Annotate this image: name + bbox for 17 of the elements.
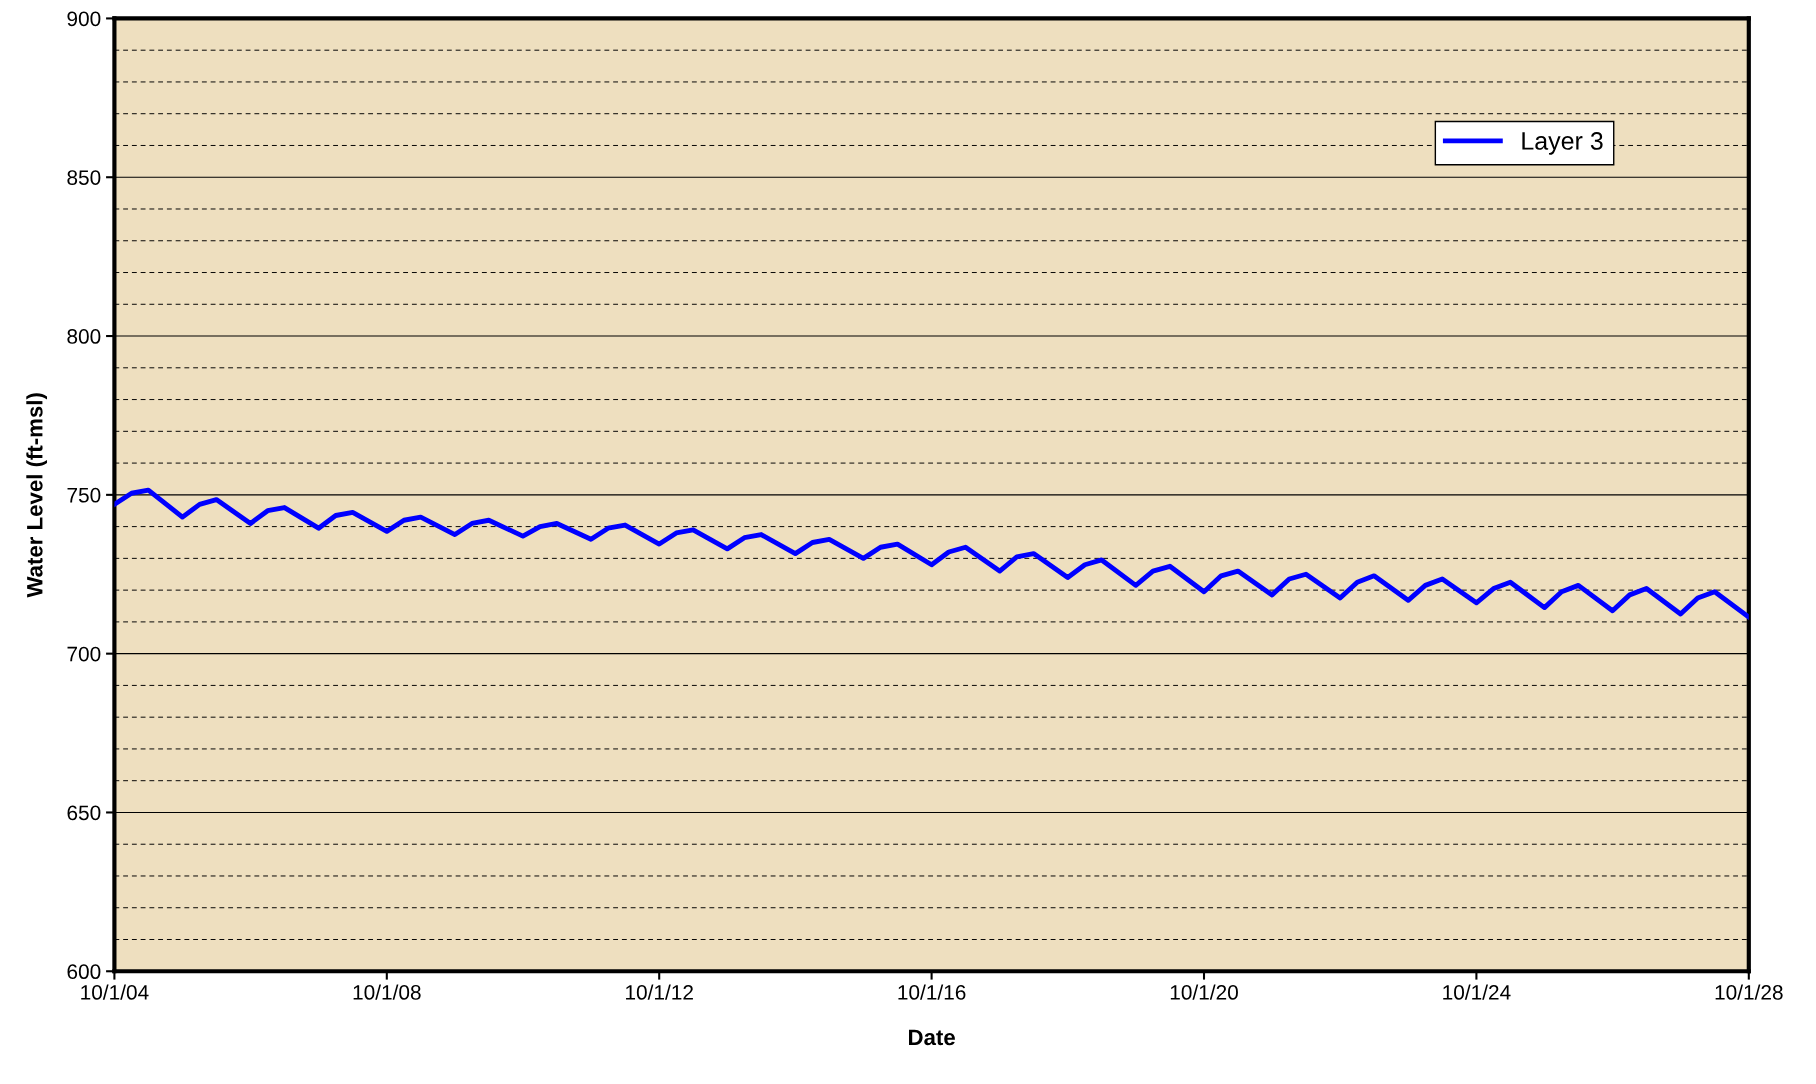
x-tick-label: 10/1/24: [1443, 984, 1511, 1000]
y-tick-label: 850: [67, 170, 101, 185]
x-tick-label: 10/1/16: [898, 984, 966, 1000]
y-tick-label: 600: [67, 964, 101, 980]
y-tick-label: 800: [67, 329, 101, 344]
y-axis-title: Water Level (ft-msl): [26, 393, 48, 598]
x-tick-label: 10/1/28: [1715, 984, 1783, 1000]
y-tick-label: 650: [67, 805, 101, 821]
x-axis-title: Date: [909, 1029, 955, 1046]
y-tick-label: 700: [67, 646, 101, 662]
x-tick-label: 10/1/20: [1170, 984, 1238, 1000]
y-tick-label: 750: [67, 487, 101, 503]
x-tick-label: 10/1/04: [81, 984, 149, 1000]
x-tick-label: 10/1/12: [626, 984, 693, 1000]
y-tick-label: 900: [67, 11, 101, 27]
legend-label: Layer 3: [1522, 132, 1603, 155]
x-tick-label: 10/1/08: [353, 984, 421, 1000]
